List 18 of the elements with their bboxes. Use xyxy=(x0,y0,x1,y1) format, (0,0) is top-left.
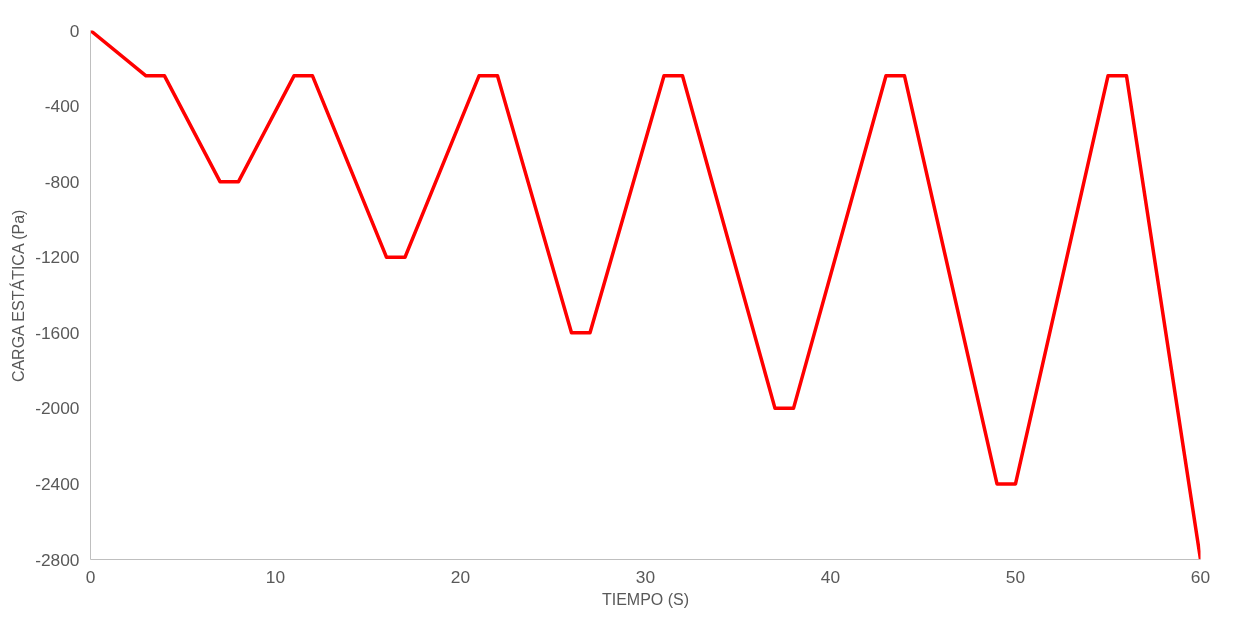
x-tick-label: 0 xyxy=(85,566,96,587)
y-tick-label: -2800 xyxy=(35,549,80,570)
y-tick-label: -400 xyxy=(44,96,80,117)
x-tick-label: 30 xyxy=(635,566,656,587)
y-tick-label: -2400 xyxy=(35,473,80,494)
x-axis-title: TIEMPO (S) xyxy=(601,590,690,608)
x-tick-label: 50 xyxy=(1005,566,1026,587)
x-tick-label: 20 xyxy=(450,566,471,587)
y-axis-title: CARGA ESTÁTICA (Pa) xyxy=(9,209,28,383)
x-tick-label: 60 xyxy=(1190,566,1211,587)
x-tick-label: 10 xyxy=(265,566,286,587)
y-tick-label: -1200 xyxy=(35,247,80,268)
y-tick-label: -800 xyxy=(44,171,80,192)
y-tick-label: -1600 xyxy=(35,322,80,343)
y-tick-label: 0 xyxy=(69,20,80,41)
y-tick-label: -2000 xyxy=(35,398,80,419)
x-tick-label: 40 xyxy=(820,566,841,587)
line-series xyxy=(90,30,1201,560)
